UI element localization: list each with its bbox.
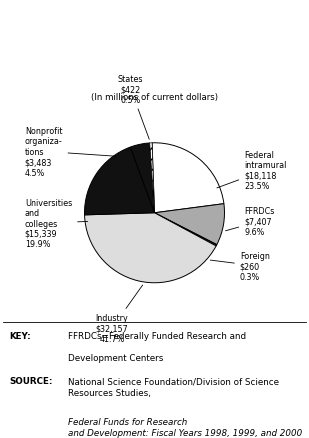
Wedge shape	[84, 148, 154, 215]
Text: Nonprofit
organiza-
tions
$3,483
4.5%: Nonprofit organiza- tions $3,483 4.5%	[25, 127, 116, 177]
Text: Federal
intramural
$18,118
23.5%: Federal intramural $18,118 23.5%	[217, 151, 286, 191]
Text: FFRDCs=Federally Funded Research and: FFRDCs=Federally Funded Research and	[68, 332, 246, 341]
Text: Development Centers: Development Centers	[68, 353, 163, 362]
Wedge shape	[130, 144, 154, 213]
Wedge shape	[85, 213, 216, 283]
Wedge shape	[150, 144, 154, 213]
Wedge shape	[152, 144, 224, 213]
Text: SOURCE:: SOURCE:	[9, 377, 53, 385]
Text: Federal Funds for Research
and Development: Fiscal Years 1998, 1999, and 2000: Federal Funds for Research and Developme…	[68, 417, 302, 438]
Text: Figure 1. Distribution of preliminary Federal
obligations for R&D and R&D plant,: Figure 1. Distribution of preliminary Fe…	[19, 25, 290, 62]
Text: Industry
$32,157
41.7%: Industry $32,157 41.7%	[95, 286, 143, 343]
Text: States
$422
0.5%: States $422 0.5%	[118, 74, 149, 140]
Text: Foreign
$260
0.3%: Foreign $260 0.3%	[210, 251, 270, 281]
Wedge shape	[154, 213, 217, 247]
Text: FFRDCs
$7,407
9.6%: FFRDCs $7,407 9.6%	[226, 207, 274, 237]
Text: Universities
and
colleges
$15,339
19.9%: Universities and colleges $15,339 19.9%	[25, 198, 88, 249]
Wedge shape	[154, 204, 225, 245]
Text: National Science Foundation/Division of Science
Resources Studies,: National Science Foundation/Division of …	[68, 377, 279, 397]
Text: KEY:: KEY:	[9, 332, 31, 341]
Text: (In millions of current dollars): (In millions of current dollars)	[91, 92, 218, 101]
